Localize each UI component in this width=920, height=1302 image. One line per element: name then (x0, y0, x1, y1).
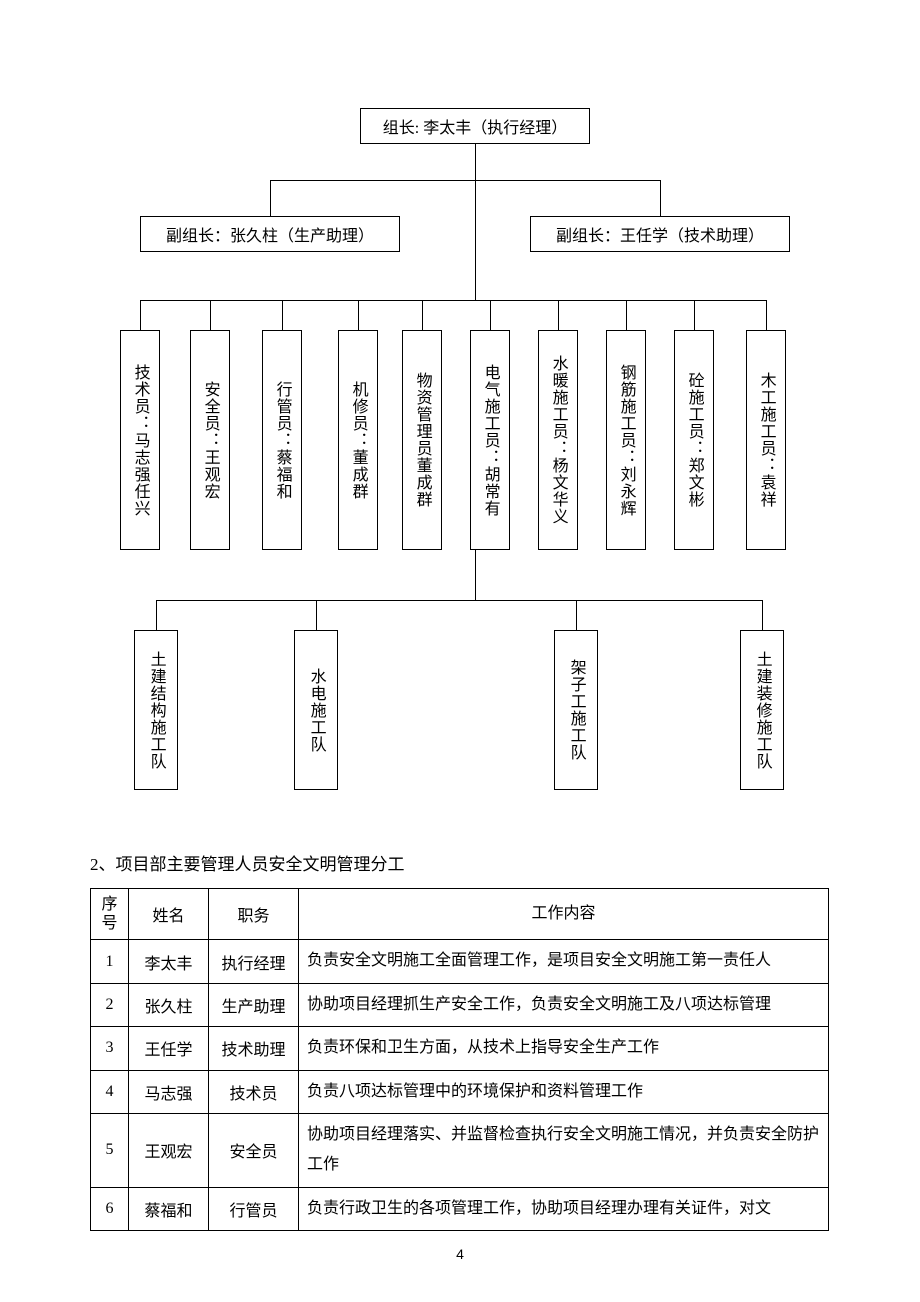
cell-desc: 负责安全文明施工全面管理工作，是项目安全文明施工第一责任人 (299, 940, 829, 983)
cell-num: 5 (91, 1113, 129, 1187)
connector (140, 300, 766, 301)
connector (475, 550, 476, 600)
col-title: 职务 (209, 889, 299, 940)
table-row: 2张久柱生产助理协助项目经理抓生产安全工作，负责安全文明施工及八项达标管理 (91, 983, 829, 1026)
org-team-0: 土建结构施工队 (134, 630, 178, 790)
org-staff-3: 机修员：董成群 (338, 330, 378, 550)
org-team-1: 水电施工队 (294, 630, 338, 790)
cell-title: 执行经理 (209, 940, 299, 983)
org-staff-9: 木工施工员：袁祥 (746, 330, 786, 550)
cell-name: 蔡福和 (129, 1187, 209, 1230)
connector (270, 180, 271, 216)
connector (316, 600, 317, 630)
cell-desc: 负责行政卫生的各项管理工作，协助项目经理办理有关证件，对文 (299, 1187, 829, 1230)
connector (156, 600, 157, 630)
connector (422, 300, 423, 330)
connector (660, 180, 661, 216)
org-team-3: 土建装修施工队 (740, 630, 784, 790)
page: 组长: 李太丰（执行经理） 副组长：张久柱（生产助理） 副组长：王任学（技术助理） 技… (0, 0, 920, 1302)
connector (270, 180, 660, 181)
connector (210, 300, 211, 330)
cell-title: 生产助理 (209, 983, 299, 1026)
page-number: 4 (0, 1246, 920, 1262)
org-staff-8: 砼施工员：郑文彬 (674, 330, 714, 550)
org-leader: 组长: 李太丰（执行经理） (360, 108, 590, 144)
cell-num: 1 (91, 940, 129, 983)
org-staff-1: 安全员：王观宏 (190, 330, 230, 550)
connector (282, 300, 283, 330)
connector (156, 600, 762, 601)
connector (766, 300, 767, 330)
cell-title: 技术助理 (209, 1027, 299, 1070)
table-row: 5王观宏安全员协助项目经理落实、并监督检查执行安全文明施工情况，并负责安全防护工… (91, 1113, 829, 1187)
cell-name: 王任学 (129, 1027, 209, 1070)
org-staff-6: 水暖施工员：杨文华义 (538, 330, 578, 550)
connector (576, 600, 577, 630)
org-deputy-2: 副组长：王任学（技术助理） (530, 216, 790, 252)
cell-desc: 负责环保和卫生方面，从技术上指导安全生产工作 (299, 1027, 829, 1070)
connector (558, 300, 559, 330)
cell-desc: 负责八项达标管理中的环境保护和资料管理工作 (299, 1070, 829, 1113)
connector (475, 144, 476, 180)
org-staff-7: 钢筋施工员：刘永辉 (606, 330, 646, 550)
cell-name: 王观宏 (129, 1113, 209, 1187)
table-row: 1李太丰执行经理负责安全文明施工全面管理工作，是项目安全文明施工第一责任人 (91, 940, 829, 983)
cell-num: 4 (91, 1070, 129, 1113)
cell-num: 6 (91, 1187, 129, 1230)
connector (490, 300, 491, 330)
connector (140, 300, 141, 330)
org-staff-5: 电气施工员：胡常有 (470, 330, 510, 550)
org-staff-0: 技术员：马志强任兴 (120, 330, 160, 550)
cell-title: 行管员 (209, 1187, 299, 1230)
cell-num: 2 (91, 983, 129, 1026)
cell-desc: 协助项目经理抓生产安全工作，负责安全文明施工及八项达标管理 (299, 983, 829, 1026)
staff-table: 序号 姓名 职务 工作内容 1李太丰执行经理负责安全文明施工全面管理工作，是项目… (90, 888, 829, 1231)
org-deputy-1: 副组长：张久柱（生产助理） (140, 216, 400, 252)
connector (475, 180, 476, 300)
connector (762, 600, 763, 630)
cell-name: 马志强 (129, 1070, 209, 1113)
table-body: 1李太丰执行经理负责安全文明施工全面管理工作，是项目安全文明施工第一责任人2张久… (91, 940, 829, 1231)
org-team-2: 架子工施工队 (554, 630, 598, 790)
org-chart: 组长: 李太丰（执行经理） 副组长：张久柱（生产助理） 副组长：王任学（技术助理） 技… (70, 0, 850, 720)
cell-desc: 协助项目经理落实、并监督检查执行安全文明施工情况，并负责安全防护工作 (299, 1113, 829, 1187)
table-header-row: 序号 姓名 职务 工作内容 (91, 889, 829, 940)
connector (626, 300, 627, 330)
cell-title: 安全员 (209, 1113, 299, 1187)
col-desc: 工作内容 (299, 889, 829, 940)
cell-num: 3 (91, 1027, 129, 1070)
table-row: 6蔡福和行管员负责行政卫生的各项管理工作，协助项目经理办理有关证件，对文 (91, 1187, 829, 1230)
cell-name: 张久柱 (129, 983, 209, 1026)
connector (694, 300, 695, 330)
col-seq: 序号 (91, 889, 129, 940)
col-name: 姓名 (129, 889, 209, 940)
table-row: 3王任学技术助理负责环保和卫生方面，从技术上指导安全生产工作 (91, 1027, 829, 1070)
cell-title: 技术员 (209, 1070, 299, 1113)
table-row: 4马志强技术员负责八项达标管理中的环境保护和资料管理工作 (91, 1070, 829, 1113)
cell-name: 李太丰 (129, 940, 209, 983)
connector (358, 300, 359, 330)
org-staff-2: 行管员：蔡福和 (262, 330, 302, 550)
section-heading: 2、项目部主要管理人员安全文明管理分工 (90, 850, 405, 875)
org-staff-4: 物资管理员董成群 (402, 330, 442, 550)
